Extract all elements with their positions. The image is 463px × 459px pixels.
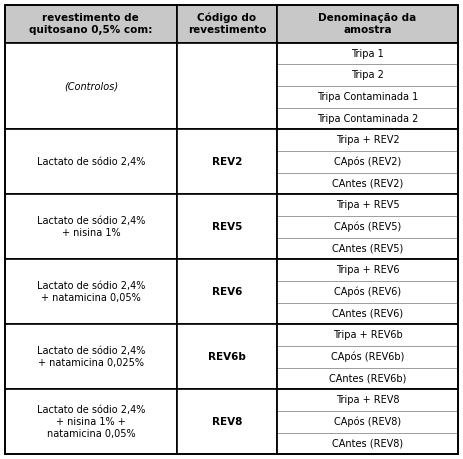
Text: CApós (REV6b): CApós (REV6b) [331, 352, 404, 362]
Bar [177, 195, 277, 259]
Text: Tripa + REV6b: Tripa + REV6b [333, 330, 402, 340]
Bar [277, 64, 458, 86]
Bar [277, 151, 458, 173]
Bar [277, 43, 458, 129]
Bar [277, 129, 458, 195]
Bar [277, 303, 458, 325]
Bar [277, 173, 458, 195]
Bar [277, 259, 458, 325]
Bar [277, 195, 458, 216]
Bar [277, 325, 458, 389]
Bar [177, 389, 277, 454]
Text: Tripa + REV6: Tripa + REV6 [336, 265, 400, 275]
Text: CAntes (REV8): CAntes (REV8) [332, 439, 403, 448]
Bar [277, 325, 458, 346]
Text: Denominação da
amostra: Denominação da amostra [319, 12, 417, 35]
Text: CAntes (REV6): CAntes (REV6) [332, 308, 403, 319]
Bar [277, 43, 458, 64]
Bar [177, 259, 277, 325]
Bar [5, 129, 177, 195]
Text: revestimento de
quitosano 0,5% com:: revestimento de quitosano 0,5% com: [29, 12, 152, 35]
Bar [5, 5, 177, 43]
Bar [177, 129, 277, 195]
Text: CAntes (REV5): CAntes (REV5) [332, 244, 403, 254]
Text: Lactato de sódio 2,4%
+ nisina 1% +
natamicina 0,05%: Lactato de sódio 2,4% + nisina 1% + nata… [37, 404, 145, 439]
Bar [277, 108, 458, 129]
Text: Tripa Contaminada 2: Tripa Contaminada 2 [317, 114, 418, 123]
Text: Tripa + REV8: Tripa + REV8 [336, 395, 400, 405]
Bar [277, 238, 458, 259]
Bar [277, 389, 458, 454]
Text: Lactato de sódio 2,4%
+ natamicina 0,05%: Lactato de sódio 2,4% + natamicina 0,05% [37, 281, 145, 303]
Text: REV2: REV2 [212, 157, 242, 167]
Text: (Controlos): (Controlos) [64, 81, 118, 91]
Text: Lactato de sódio 2,4%
+ natamicina 0,025%: Lactato de sódio 2,4% + natamicina 0,025… [37, 346, 145, 368]
Text: CAntes (REV6b): CAntes (REV6b) [329, 374, 407, 384]
Bar [277, 411, 458, 433]
Bar [5, 195, 177, 259]
Text: REV6: REV6 [212, 287, 242, 297]
Text: Lactato de sódio 2,4%: Lactato de sódio 2,4% [37, 157, 145, 167]
Text: CAntes (REV2): CAntes (REV2) [332, 179, 403, 189]
Text: Tripa 1: Tripa 1 [351, 49, 384, 59]
Bar [277, 368, 458, 389]
Bar [277, 389, 458, 411]
Bar [5, 259, 177, 325]
Text: Tripa + REV2: Tripa + REV2 [336, 135, 400, 146]
Bar [5, 43, 177, 129]
Text: Código do
revestimento: Código do revestimento [188, 12, 266, 35]
Bar [277, 259, 458, 281]
Bar [277, 195, 458, 259]
Text: CApós (REV8): CApós (REV8) [334, 417, 401, 427]
Text: REV6b: REV6b [208, 352, 246, 362]
Bar [5, 389, 177, 454]
Text: Tripa Contaminada 1: Tripa Contaminada 1 [317, 92, 418, 102]
Bar [277, 5, 458, 43]
Bar [277, 433, 458, 454]
Bar [177, 325, 277, 389]
Text: Lactato de sódio 2,4%
+ nisina 1%: Lactato de sódio 2,4% + nisina 1% [37, 216, 145, 238]
Text: CApós (REV2): CApós (REV2) [334, 157, 401, 167]
Bar [277, 86, 458, 108]
Bar [277, 129, 458, 151]
Bar [277, 216, 458, 238]
Text: Tripa + REV5: Tripa + REV5 [336, 200, 400, 210]
Bar [277, 281, 458, 303]
Text: CApós (REV6): CApós (REV6) [334, 287, 401, 297]
Bar [277, 346, 458, 368]
Bar [5, 325, 177, 389]
Text: Tripa 2: Tripa 2 [351, 70, 384, 80]
Text: CApós (REV5): CApós (REV5) [334, 222, 401, 232]
Bar [177, 5, 277, 43]
Bar [177, 43, 277, 129]
Text: REV5: REV5 [212, 222, 242, 232]
Text: REV8: REV8 [212, 417, 242, 427]
